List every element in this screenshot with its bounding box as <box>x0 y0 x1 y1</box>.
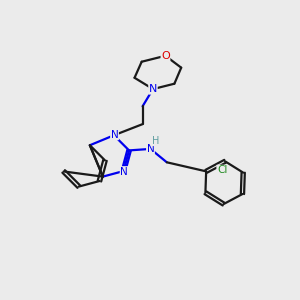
Text: H: H <box>152 136 160 146</box>
Text: N: N <box>120 167 128 177</box>
Text: N: N <box>149 84 157 94</box>
Text: N: N <box>147 144 154 154</box>
Text: N: N <box>111 130 119 140</box>
Text: O: O <box>161 51 170 61</box>
Text: Cl: Cl <box>217 165 227 175</box>
